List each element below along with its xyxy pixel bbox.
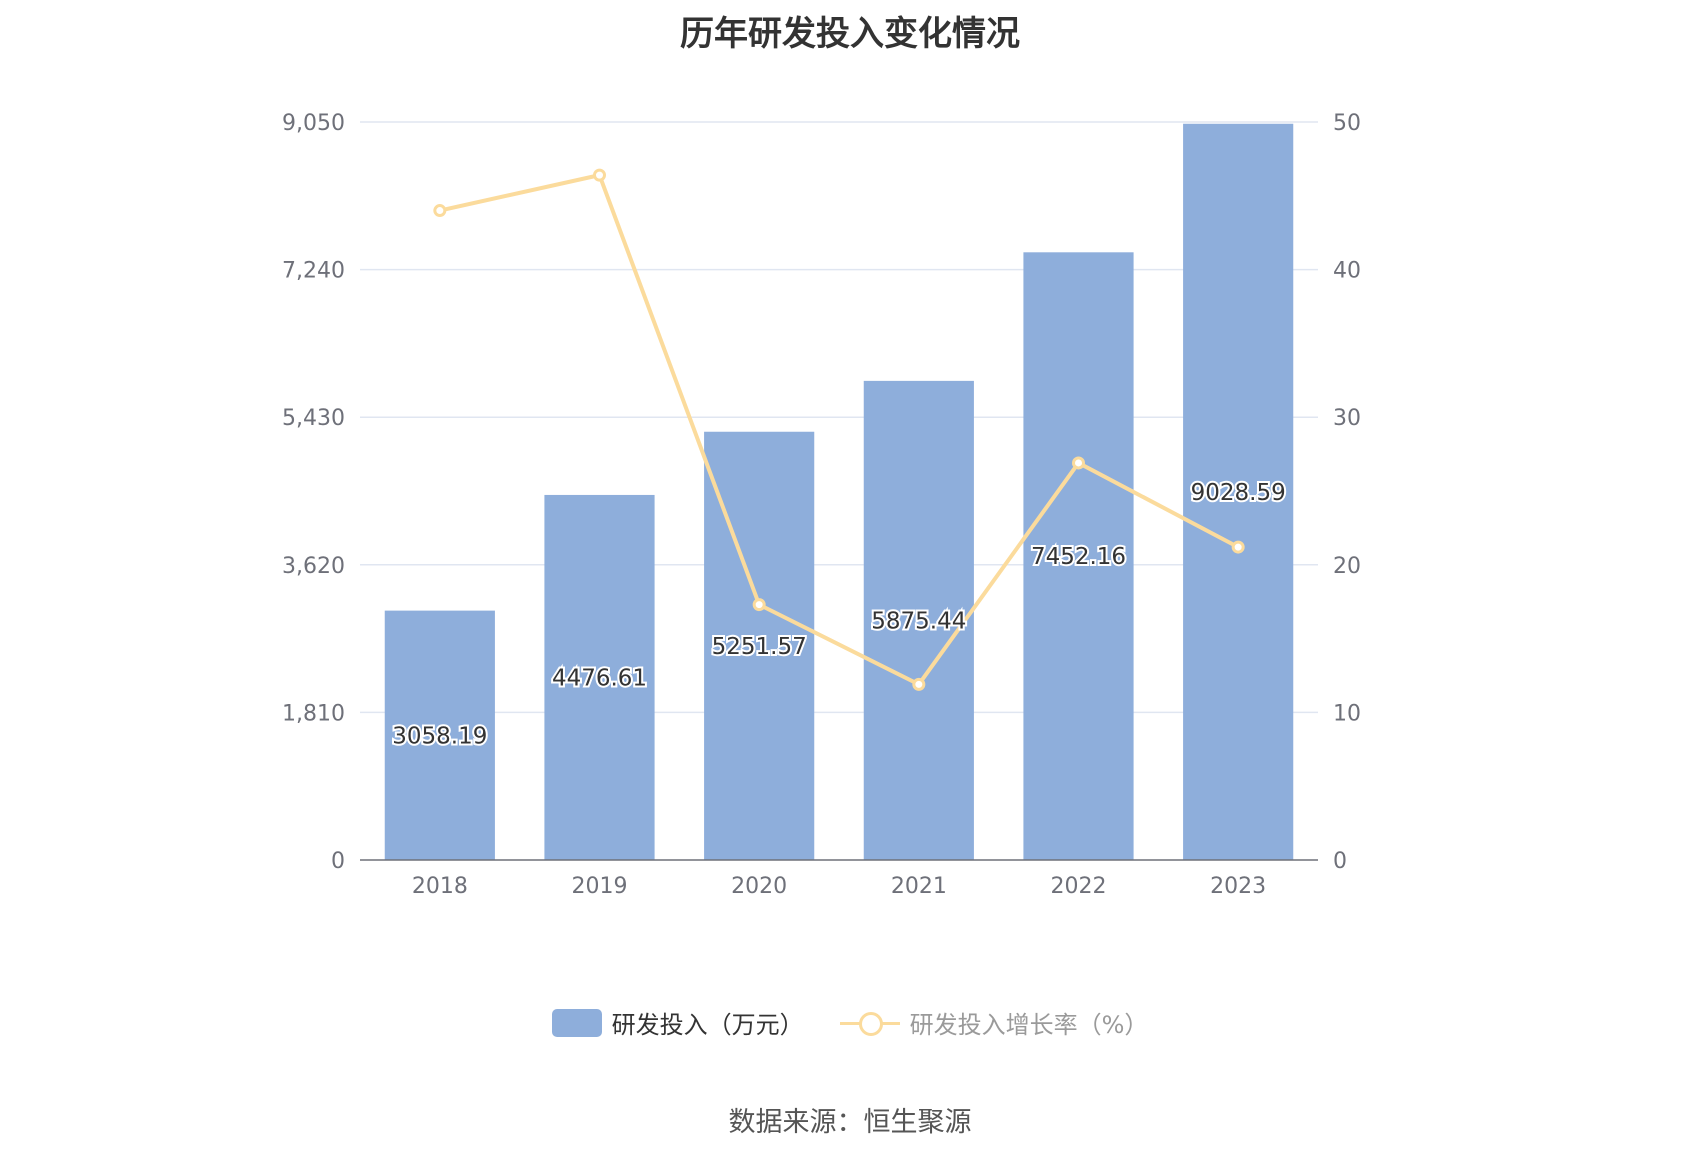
x-tick-label: 2023 <box>1210 874 1266 899</box>
bar-value-label: 5251.57 <box>712 634 807 660</box>
growth-point <box>752 598 766 612</box>
bar-value-label: 5875.44 <box>871 608 966 634</box>
bar-value-label: 9028.59 <box>1191 480 1286 506</box>
y-right-tick-label: 0 <box>1333 849 1347 874</box>
growth-point <box>1072 456 1085 470</box>
y-left-tick-label: 3,620 <box>282 554 345 579</box>
bar <box>544 494 655 860</box>
y-left-tick-label: 0 <box>331 849 345 874</box>
growth-line <box>439 173 1240 687</box>
y-right-tick-label: 30 <box>1333 406 1361 431</box>
y-left-tick-label: 9,050 <box>282 111 345 136</box>
legend-label-growth-rate: 研发投入增长率（%） <box>909 1011 1149 1039</box>
bar-value-label: 3058.19 <box>392 723 487 749</box>
x-tick-label: 2018 <box>412 874 468 899</box>
axes: 0 1,810 3,620 5,430 7,240 9,050 0 10 20 30 40 50 201… <box>282 111 1361 899</box>
bar-value-label: 4476.61 <box>552 665 647 691</box>
x-tick-label: 2021 <box>891 874 947 899</box>
y-right-tick-label: 50 <box>1333 111 1361 136</box>
y-right-tick-label: 20 <box>1333 554 1361 579</box>
bar <box>863 380 974 860</box>
legend-item-growth-rate[interactable]: 研发投入增长率（%） <box>839 1005 1149 1040</box>
growth-point <box>433 204 447 218</box>
bar <box>1183 123 1294 861</box>
legend-bar-swatch <box>551 1008 602 1037</box>
y-left-tick-label: 7,240 <box>282 259 345 284</box>
x-tick-label: 2019 <box>572 874 628 899</box>
legend-line-swatch <box>839 1009 900 1037</box>
growth-point <box>1231 540 1245 554</box>
y-left-tick-label: 5,430 <box>282 406 345 431</box>
x-tick-label: 2022 <box>1051 874 1107 899</box>
growth-point <box>593 168 606 182</box>
grid-lines <box>360 121 1318 714</box>
legend-item-rd-investment[interactable]: 研发投入（万元） <box>551 1005 804 1040</box>
legend-label-rd-investment: 研发投入（万元） <box>611 1011 804 1039</box>
data-labels: 3058.19 4476.61 5251.57 5875.44 7452.16 9028.… <box>390 478 1287 751</box>
x-tick-label: 2020 <box>731 874 787 899</box>
y-left-tick-label: 1,810 <box>282 701 345 726</box>
line-series <box>433 168 1245 691</box>
chart-title: 历年研发投入变化情况 <box>680 14 1020 54</box>
bar <box>1023 252 1134 860</box>
bar-value-label: 7452.16 <box>1031 544 1126 570</box>
legend: 研发投入（万元） 研发投入增长率（%） <box>0 1005 1700 1040</box>
bar <box>384 610 495 860</box>
growth-point <box>912 677 926 691</box>
data-source: 数据来源：恒生聚源 <box>728 1107 972 1138</box>
bar-series <box>384 123 1294 861</box>
y-right-tick-label: 10 <box>1333 701 1361 726</box>
y-right-tick-label: 40 <box>1333 259 1361 284</box>
